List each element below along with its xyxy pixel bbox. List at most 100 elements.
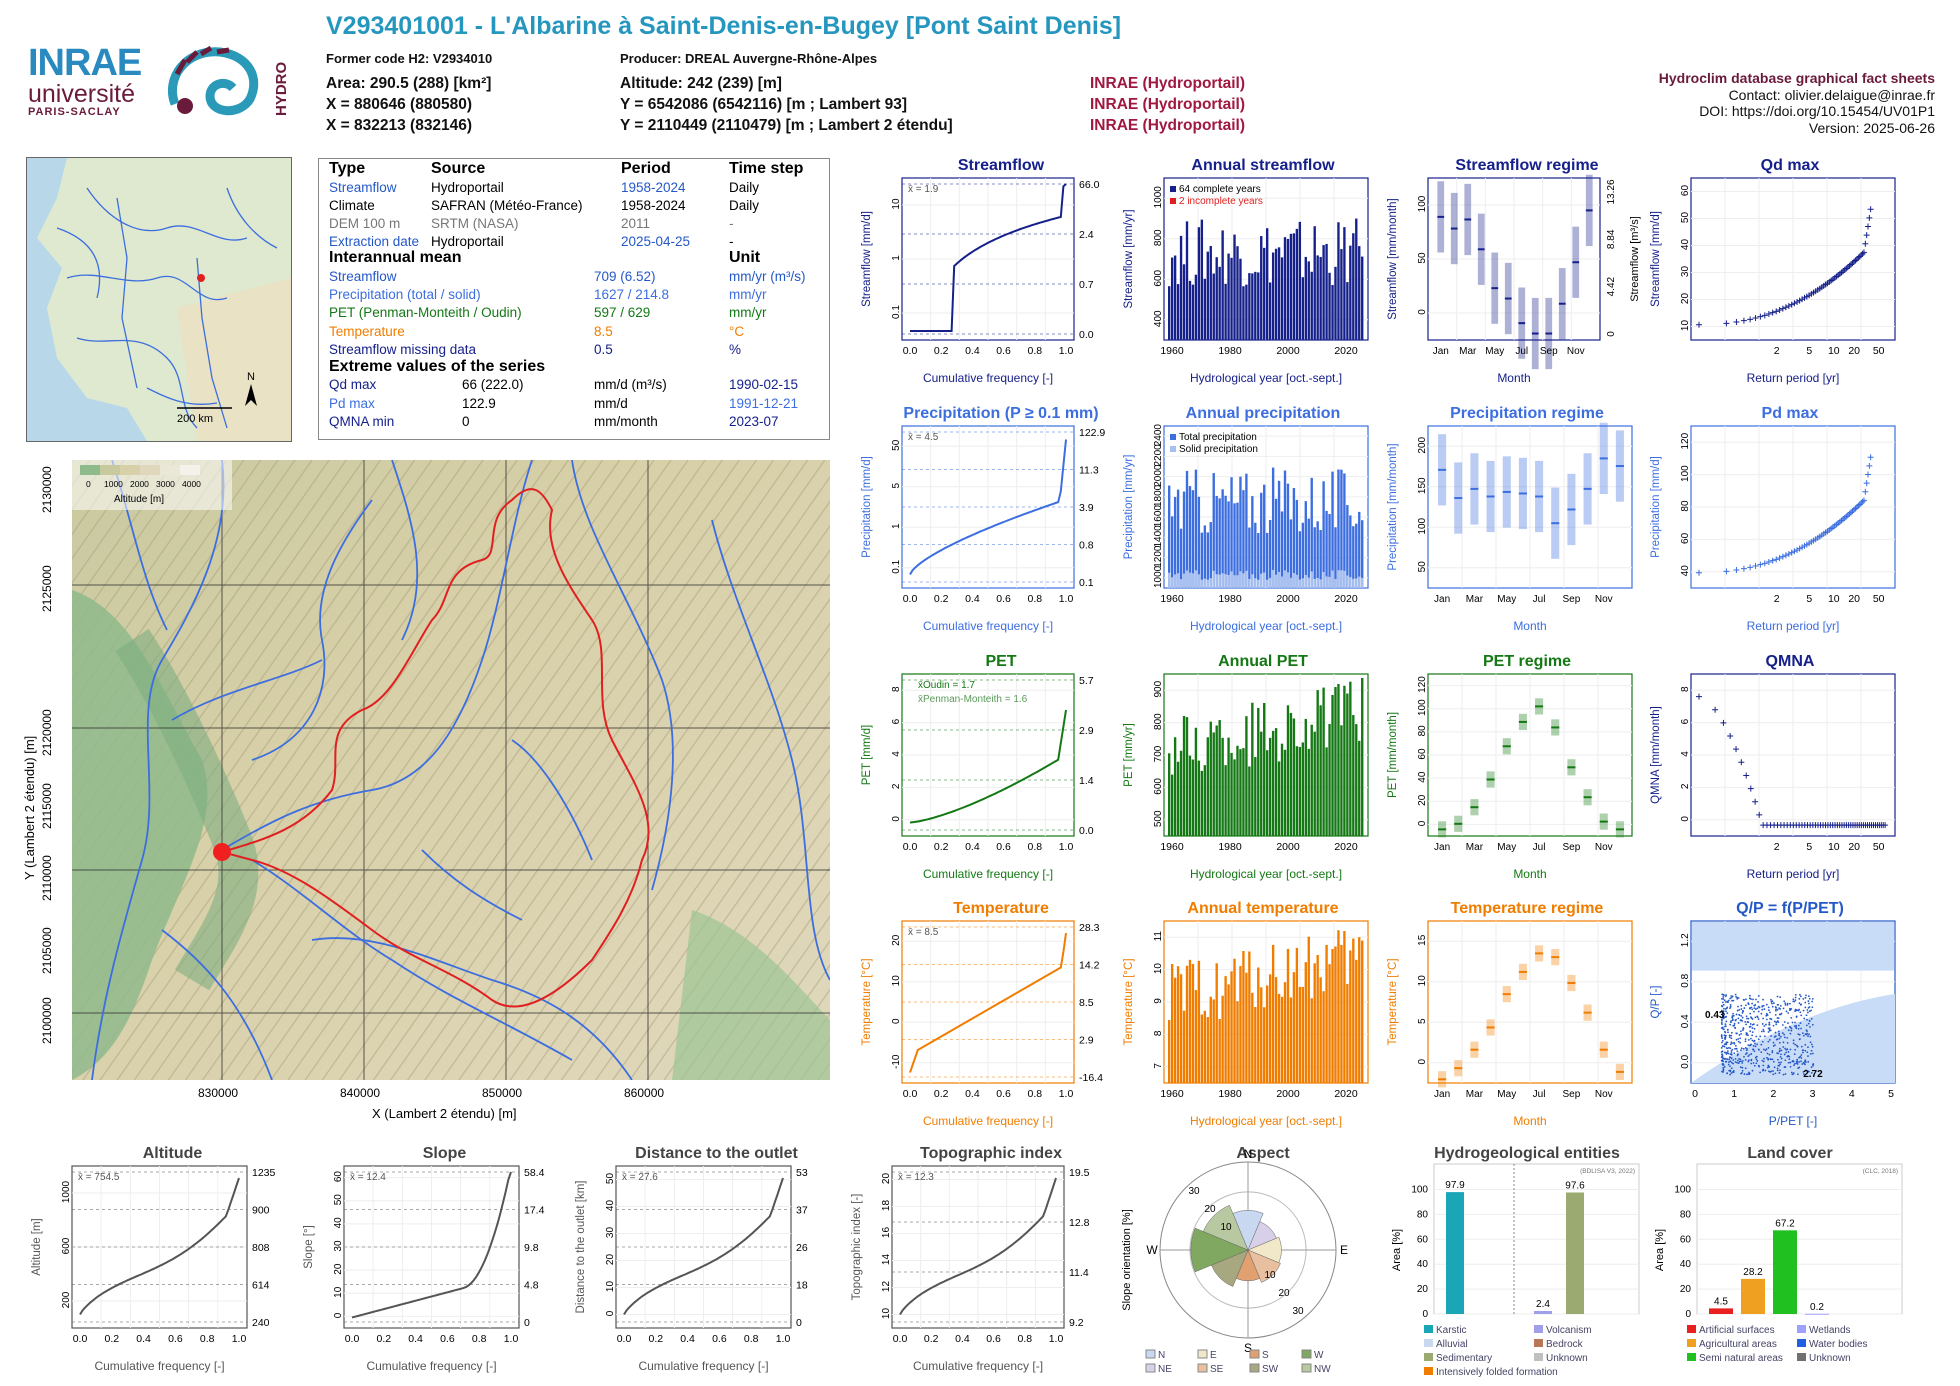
data-point <box>1788 1007 1791 1010</box>
solid-precip-bar <box>1346 575 1349 588</box>
data-point <box>1800 1057 1803 1059</box>
header-timestep: Time step <box>729 160 804 177</box>
data-point <box>1772 1060 1775 1063</box>
chart-temp_cdf: Temperature -10 0 10 20 Temperature [°C] Cumul… <box>856 895 1118 1140</box>
annual-bar <box>1170 964 1174 1083</box>
solid-precip-bar <box>1307 577 1310 588</box>
data-point <box>1811 1052 1814 1055</box>
ytick-label: 10 <box>1680 320 1691 332</box>
data-point <box>1765 1003 1768 1006</box>
annual-bar <box>1197 496 1201 588</box>
annual-bar <box>1283 470 1287 588</box>
data-point <box>1791 1073 1794 1076</box>
data-point <box>1790 1071 1793 1074</box>
chart-xlabel: Month <box>1513 619 1546 633</box>
xtick-label: 2 <box>1770 1088 1776 1100</box>
legend-swatch <box>1797 1325 1806 1333</box>
data-point <box>1759 1071 1762 1074</box>
annual-bar <box>1209 245 1212 340</box>
data-point <box>1808 997 1811 1000</box>
extreme-label: QMNA min <box>329 414 395 429</box>
annual-bar <box>1170 257 1174 340</box>
ytick-label: 7 <box>1153 1063 1164 1069</box>
aspect-ring-label: 20 <box>1204 1204 1216 1215</box>
minimap-svg: 200 km N <box>27 158 291 441</box>
data-point <box>1853 504 1860 511</box>
chart-distance: Distance to the outlet 0 10 20 30 40 50 Distanc… <box>570 1140 835 1385</box>
solid-precip-bar <box>1274 574 1278 588</box>
annual-bar <box>1168 1020 1171 1083</box>
map-ylabel: Y (Lambert 2 étendu) [m] <box>22 735 37 880</box>
data-point <box>1782 1046 1785 1048</box>
chart-xlabel: Cumulative frequency [-] <box>366 1359 496 1373</box>
data-point <box>1781 1032 1784 1034</box>
right-tick-label: 8.84 <box>1606 229 1617 249</box>
data-point <box>1728 1061 1730 1063</box>
data-point <box>1724 1023 1727 1026</box>
chart-qd_max: Qd max 10 20 30 40 50 60 Streamflow [mm/d] Retur… <box>1645 152 1907 397</box>
xtick-label: 0.6 <box>986 1333 1001 1345</box>
xtick-label: 0.0 <box>893 1333 908 1345</box>
aspect-ring-label: 30 <box>1292 1306 1304 1317</box>
map-ytick: 2100000 <box>40 997 54 1044</box>
xtick-label: 0.6 <box>996 593 1011 605</box>
data-point <box>1779 1035 1782 1038</box>
legend-label: SW <box>1262 1364 1279 1375</box>
legend-swatch <box>1424 1325 1433 1333</box>
solid-precip-bar <box>1355 578 1358 588</box>
data-point <box>1753 1027 1756 1030</box>
annual-bar <box>1331 284 1334 340</box>
data-point <box>1767 1065 1770 1068</box>
data-point <box>1754 1004 1757 1006</box>
data-point <box>1722 1028 1724 1030</box>
data-point <box>1747 1017 1750 1020</box>
chart-ylabel: Precipitation [mm/yr] <box>1123 455 1135 560</box>
annual-bar <box>1218 720 1221 836</box>
data-point <box>1736 1059 1739 1062</box>
legend-label: Sedimentary <box>1436 1353 1492 1364</box>
annual-bar <box>1289 712 1293 836</box>
xtick-label: 1.0 <box>1059 1088 1074 1100</box>
chart-ylabel: Temperature [°C] <box>1123 958 1135 1045</box>
annual-bar <box>1286 238 1290 340</box>
data-point <box>1750 1062 1753 1065</box>
north-arrow-icon <box>245 384 257 406</box>
data-point <box>1766 1056 1768 1059</box>
source-cell-step: - <box>729 216 734 231</box>
annual-bar <box>1295 499 1299 588</box>
data-point <box>1748 1026 1751 1028</box>
annual-bar <box>1277 247 1281 340</box>
right-tick-label: 9.2 <box>1069 1317 1084 1329</box>
xtick-label: 0.6 <box>168 1333 183 1345</box>
contact: Contact: olivier.delaigue@inrae.fr <box>1728 86 1935 103</box>
annual-bar <box>1203 525 1207 588</box>
data-point <box>1723 999 1726 1002</box>
annual-bar <box>1355 959 1358 1083</box>
data-point <box>1740 317 1747 324</box>
ytick-label: 80 <box>1417 1209 1429 1220</box>
data-point <box>1810 1066 1813 1069</box>
chart-title: PET regime <box>1483 653 1571 670</box>
xtick-label: 50 <box>1873 593 1885 605</box>
data-point <box>1756 1024 1759 1027</box>
extreme-date: 2023-07 <box>729 414 779 429</box>
ytick-label: 4 <box>1680 751 1691 757</box>
data-point <box>1863 480 1870 487</box>
data-point <box>1785 1010 1788 1013</box>
right-tick-label: 66.0 <box>1079 179 1100 191</box>
data-point <box>1729 997 1732 1000</box>
annual-bar <box>1200 1014 1204 1083</box>
chart-title: Precipitation regime <box>1450 405 1604 422</box>
data-point <box>1727 733 1734 740</box>
annual-bar <box>1239 966 1242 1083</box>
data-point <box>1722 1003 1725 1006</box>
ytick-label: 0.8 <box>1680 973 1691 987</box>
ytick-label: 8 <box>1680 686 1691 692</box>
mean-label: x̄ = 27.6 <box>622 1172 658 1183</box>
xtick-label: 0.0 <box>903 593 918 605</box>
ytick-label: 2200 <box>1153 444 1164 467</box>
right-tick-label: 4.8 <box>524 1280 539 1292</box>
solid-precip-bar <box>1179 579 1183 588</box>
data-point <box>1747 1073 1750 1076</box>
annual-bar <box>1242 286 1245 340</box>
